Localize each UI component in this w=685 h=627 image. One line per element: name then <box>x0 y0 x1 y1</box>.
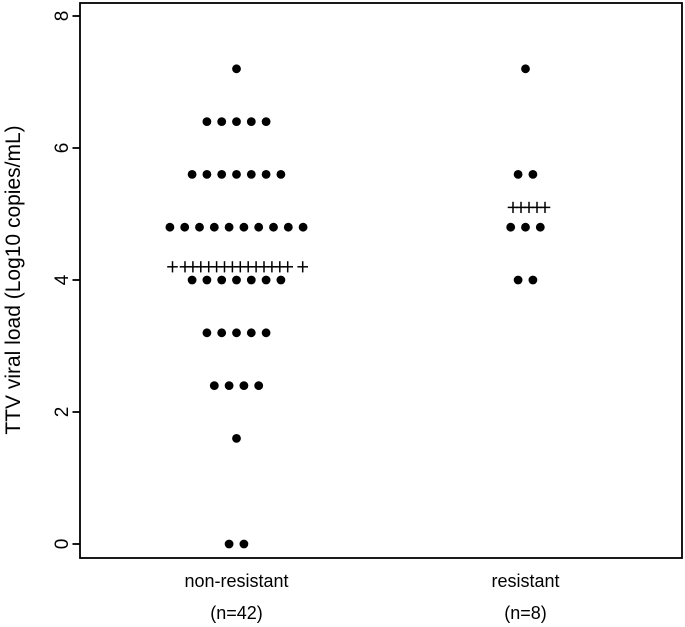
data-point-dot <box>232 275 241 285</box>
data-point-dot <box>254 381 264 390</box>
data-point-dot <box>224 222 234 232</box>
group-n-label-resistant: (n=8) <box>504 603 547 623</box>
data-point-dot <box>202 275 212 285</box>
y-axis-title: TTV viral load (Log10 copies/mL) <box>2 125 25 434</box>
data-point-dot <box>217 275 227 285</box>
data-point-dot <box>209 381 219 390</box>
data-point-dot <box>246 328 256 338</box>
data-point-dot <box>261 275 271 285</box>
y-axis-tick-label: 6 <box>52 143 73 154</box>
data-point-dot <box>239 539 249 549</box>
data-point-dot <box>202 170 212 179</box>
data-point-dot <box>202 328 212 338</box>
data-point-dot <box>261 117 271 126</box>
y-axis-tick-label: 8 <box>52 11 73 22</box>
data-point-dot <box>232 434 241 443</box>
data-point-dot <box>232 64 241 74</box>
y-axis-tick-label: 0 <box>52 539 73 550</box>
data-point-dot <box>513 170 523 179</box>
data-point-dot <box>535 222 545 232</box>
data-point-dot <box>298 222 308 232</box>
data-point-dot <box>187 275 197 285</box>
data-point-dot <box>261 170 271 179</box>
data-point-dot <box>506 222 516 232</box>
data-point-dot <box>239 222 249 232</box>
y-axis-tick-label: 2 <box>52 407 73 418</box>
data-point-dot <box>217 328 227 338</box>
data-point-dot <box>224 539 234 549</box>
data-point-dot <box>232 328 241 338</box>
data-point-dot <box>202 117 212 126</box>
data-point-dot <box>195 222 204 232</box>
group-n-label-non-resistant: (n=42) <box>210 603 263 623</box>
data-point-dot <box>283 222 293 232</box>
group-label-resistant: resistant <box>491 571 559 591</box>
data-point-dot <box>232 170 241 179</box>
data-point-dot <box>224 381 234 390</box>
data-point-dot <box>232 117 241 126</box>
data-point-dot <box>187 170 197 179</box>
data-point-dot <box>180 222 190 232</box>
data-point-dot <box>246 117 256 126</box>
data-point-dot <box>528 275 538 285</box>
data-point-dot <box>246 275 256 285</box>
data-point-dot <box>276 170 286 179</box>
data-point-dot <box>269 222 278 232</box>
data-point-dot <box>528 170 538 179</box>
y-axis-tick-label: 4 <box>52 274 73 285</box>
group-label-non-resistant: non-resistant <box>184 571 288 591</box>
data-point-dot <box>165 222 175 232</box>
data-point-dot <box>209 222 219 232</box>
data-point-dot <box>217 117 227 126</box>
plot-area: 0 2 4 6 8 <box>52 2 683 559</box>
data-point-dot <box>254 222 264 232</box>
data-point-dot <box>521 64 530 74</box>
data-point-dot <box>261 328 271 338</box>
data-point-dot <box>239 381 249 390</box>
data-point-dot <box>217 170 227 179</box>
data-point-dot <box>276 275 286 285</box>
data-point-dot <box>513 275 523 285</box>
plot-border <box>79 2 683 559</box>
data-point-dot <box>521 222 530 232</box>
data-point-dot <box>246 170 256 179</box>
